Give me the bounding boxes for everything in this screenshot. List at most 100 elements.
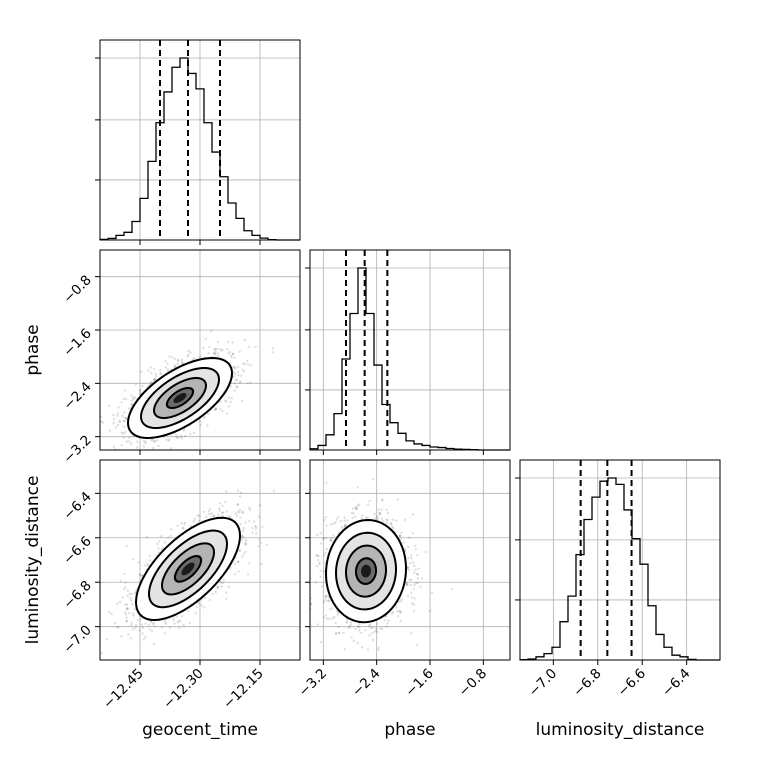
scatter-point <box>199 423 202 427</box>
scatter-point <box>253 520 256 523</box>
scatter-point <box>375 516 378 520</box>
scatter-point <box>124 397 128 401</box>
scatter-point <box>248 519 251 522</box>
scatter-point <box>177 620 180 623</box>
scatter-point <box>325 481 328 484</box>
scatter-point <box>405 583 408 587</box>
scatter-point <box>233 573 237 576</box>
scatter-point <box>232 375 235 378</box>
scatter-point <box>140 574 144 577</box>
scatter-point <box>122 588 126 591</box>
scatter-point <box>324 596 327 599</box>
scatter-point <box>150 629 154 633</box>
hist-panel-geocent-time <box>95 39 301 245</box>
scatter-point <box>414 582 417 585</box>
scatter-point <box>237 560 240 563</box>
scatter-point <box>196 514 200 517</box>
scatter-point <box>124 586 127 589</box>
scatter-point <box>336 613 340 616</box>
scatter-point <box>180 615 184 618</box>
scatter-point <box>428 609 431 613</box>
scatter-point <box>259 541 262 544</box>
scatter-point <box>330 539 333 542</box>
scatter-point <box>236 503 239 507</box>
scatter-point <box>117 454 119 456</box>
scatter-point <box>235 514 239 518</box>
scatter-point <box>398 609 401 613</box>
scatter-point <box>242 370 246 373</box>
scatter-point <box>336 516 340 519</box>
scatter-point <box>202 510 205 514</box>
scatter-point <box>130 623 133 627</box>
scatter-point <box>412 561 415 564</box>
scatter-point <box>237 453 239 455</box>
scatter-point <box>224 501 227 504</box>
scatter-point <box>112 445 115 448</box>
scatter-point <box>248 506 251 510</box>
scatter-point <box>154 375 158 378</box>
scatter-point <box>182 624 185 627</box>
scatter-point <box>214 408 217 411</box>
scatter-point <box>240 374 243 377</box>
scatter-point <box>142 445 146 448</box>
scatter-point <box>247 573 250 576</box>
scatter-point <box>152 621 155 625</box>
scatter-point <box>414 568 417 571</box>
scatter-point <box>116 625 119 629</box>
scatter-point <box>356 507 359 510</box>
scatter-point <box>125 608 129 611</box>
scatter-point <box>124 603 127 607</box>
scatter-point <box>230 356 233 359</box>
scatter-point <box>128 440 131 443</box>
scatter-point <box>235 378 238 381</box>
scatter-point <box>410 578 413 582</box>
scatter-point <box>219 502 222 505</box>
scatter-point <box>172 617 176 620</box>
scatter-point <box>146 563 149 566</box>
scatter-point <box>254 524 257 528</box>
scatter-point <box>226 347 229 351</box>
scatter-point <box>237 374 240 377</box>
scatter-point <box>181 362 184 365</box>
scatter-point <box>221 409 224 413</box>
scatter-point <box>157 444 160 447</box>
scatter-point <box>213 352 217 356</box>
scatter-point <box>152 379 156 382</box>
scatter-point <box>350 636 353 639</box>
scatter-point <box>176 524 179 528</box>
scatter-point <box>124 613 128 616</box>
scatter-point <box>157 540 161 543</box>
scatter-point <box>233 356 236 360</box>
scatter-point <box>215 347 218 351</box>
scatter-point <box>187 610 190 613</box>
scatter-point <box>244 541 247 544</box>
scatter-point <box>239 516 242 520</box>
scatter-point <box>239 380 242 383</box>
scatter-point <box>255 526 258 529</box>
scatter-point <box>145 536 149 539</box>
scatter-point <box>412 587 415 591</box>
scatter-point <box>116 424 120 427</box>
scatter-point <box>100 415 103 419</box>
scatter-point <box>343 516 346 519</box>
scatter-point <box>396 498 399 501</box>
contour-line <box>152 377 208 419</box>
scatter-point <box>128 592 131 596</box>
scatter-point <box>392 527 395 530</box>
scatter-point <box>227 585 230 588</box>
scatter-point <box>343 524 347 527</box>
scatter-point <box>238 549 241 552</box>
scatter-point <box>232 371 235 374</box>
scatter-point <box>323 570 326 573</box>
scatter-point <box>220 581 223 585</box>
scatter-point <box>324 536 328 540</box>
scatter-point <box>133 608 136 611</box>
y-tick-label-luminosity-distance: −6.8 <box>60 578 94 612</box>
scatter-point <box>152 643 156 646</box>
scatter-point <box>237 365 240 369</box>
scatter-point <box>130 399 134 402</box>
scatter-point <box>208 598 212 602</box>
scatter-point <box>180 437 183 440</box>
scatter-point <box>148 559 151 562</box>
scatter-point <box>356 486 359 489</box>
